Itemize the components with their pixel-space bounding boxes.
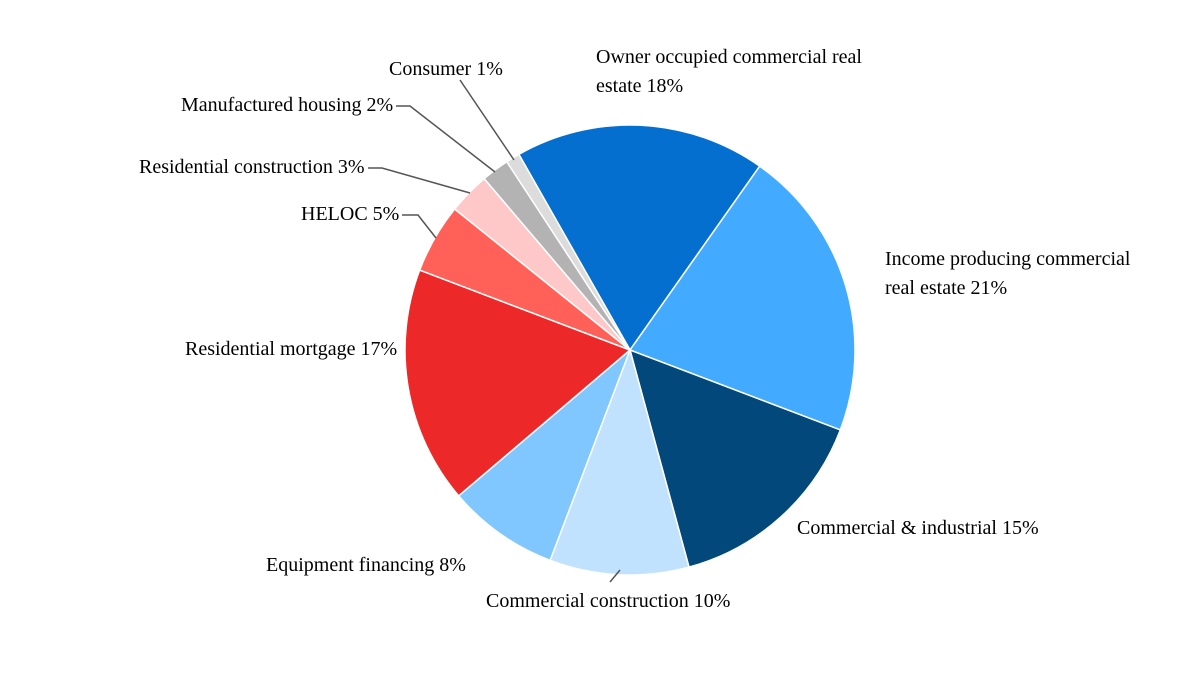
category-name: Commercial & industrial — [797, 517, 997, 539]
value-label: 8% — [439, 554, 466, 576]
slice-label: Consumer 1% — [389, 55, 503, 84]
slice-label: Residential construction 3% — [139, 153, 365, 182]
category-name: Income producing commercial real estate — [885, 248, 1131, 299]
slice-label: HELOC 5% — [301, 200, 399, 229]
value-label: 2% — [366, 94, 394, 116]
pie-slice — [628, 348, 842, 569]
slice-label: Commercial & industrial 15% — [797, 514, 1039, 543]
value-label: 18% — [646, 75, 684, 97]
leader-line — [396, 105, 496, 173]
pie-slice — [549, 347, 690, 576]
category-name: Owner occupied commercial real estate — [596, 46, 862, 97]
value-label: 5% — [372, 203, 400, 225]
pie-slice — [457, 349, 631, 562]
pie-slice — [404, 269, 632, 497]
category-name: Residential construction — [139, 156, 333, 178]
slice-label: Equipment financing 8% — [266, 551, 466, 580]
value-label: 1% — [476, 58, 503, 80]
category-name: HELOC — [301, 203, 368, 225]
slice-label: Commercial construction 10% — [486, 587, 730, 616]
category-name: Consumer — [389, 58, 472, 80]
slice-label: Owner occupied commercial real estate 18% — [596, 43, 886, 101]
leader-line — [609, 569, 621, 583]
leader-line — [368, 167, 471, 194]
slice-label: Residential mortgage 17% — [185, 335, 397, 364]
slice-label: Manufactured housing 2% — [181, 91, 393, 120]
pie-slice — [628, 165, 856, 431]
category-name: Equipment financing — [266, 554, 435, 576]
value-label: 15% — [1001, 517, 1039, 539]
value-label: 10% — [693, 590, 731, 612]
category-name: Manufactured housing — [181, 94, 362, 116]
value-label: 21% — [970, 277, 1008, 299]
slice-label: Income producing commercial real estate 2… — [885, 245, 1165, 303]
leader-line — [459, 79, 515, 161]
leader-line — [402, 214, 437, 239]
category-name: Residential mortgage — [185, 338, 356, 360]
category-name: Commercial construction — [486, 590, 689, 612]
pie-slice — [517, 124, 761, 352]
value-label: 3% — [337, 156, 365, 178]
value-label: 17% — [360, 338, 398, 360]
